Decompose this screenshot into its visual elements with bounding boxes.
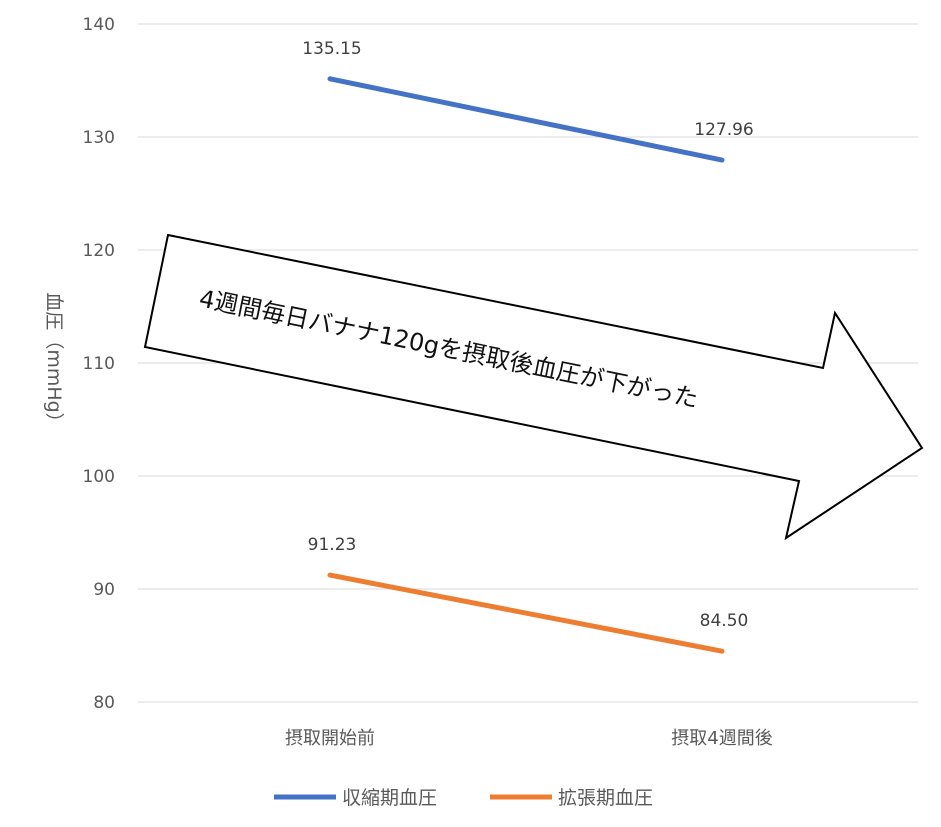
y-axis-ticks: 80 90 100 110 120 130 140 — [83, 15, 115, 713]
data-label: 91.23 — [308, 535, 357, 555]
data-label: 135.15 — [302, 39, 361, 59]
data-label: 84.50 — [700, 611, 749, 631]
x-category-label: 摂取開始前 — [285, 728, 375, 749]
x-category-label: 摂取4週間後 — [671, 728, 772, 749]
arrow-shape — [143, 233, 924, 541]
x-axis-categories: 摂取開始前 摂取4週間後 — [285, 728, 773, 749]
series — [327, 76, 725, 654]
y-tick-label: 80 — [93, 693, 115, 713]
legend: 収縮期血圧 拡張期血圧 — [274, 787, 653, 809]
annotation-arrow: 4週間毎日バナナ120gを摂取後血圧が下がった — [143, 233, 924, 541]
y-tick-label: 120 — [83, 241, 115, 261]
data-label: 127.96 — [694, 120, 753, 140]
legend-label: 収縮期血圧 — [342, 787, 437, 809]
y-tick-label: 110 — [83, 354, 115, 374]
y-tick-label: 100 — [83, 467, 115, 487]
y-axis-label: 血圧（mmHg） — [43, 292, 65, 431]
series-line — [327, 572, 725, 654]
legend-label: 拡張期血圧 — [558, 787, 653, 809]
data-labels: 135.15 127.96 91.23 84.50 — [302, 39, 753, 631]
series-line — [327, 76, 725, 163]
y-tick-label: 140 — [83, 15, 115, 35]
y-tick-label: 130 — [83, 128, 115, 148]
y-tick-label: 90 — [93, 580, 115, 600]
